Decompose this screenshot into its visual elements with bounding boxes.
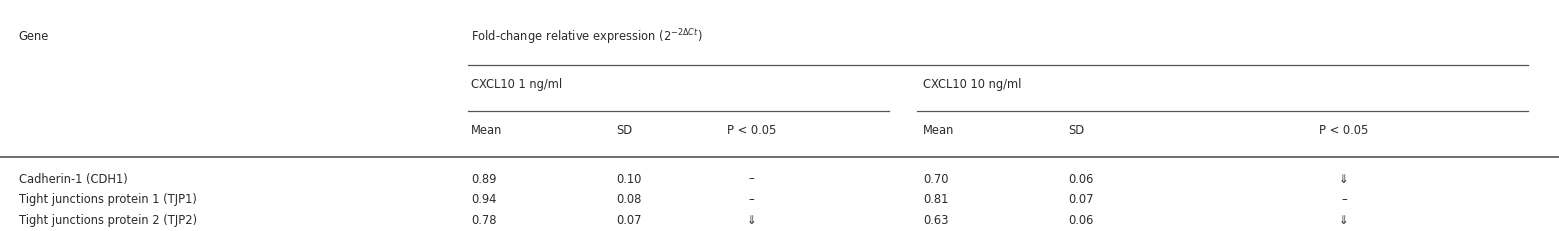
Text: –: – xyxy=(1341,193,1347,206)
Text: ⇓: ⇓ xyxy=(747,214,756,227)
Text: –: – xyxy=(748,193,755,206)
Text: 0.78: 0.78 xyxy=(471,214,496,227)
Text: 0.07: 0.07 xyxy=(1068,193,1093,206)
Text: 0.06: 0.06 xyxy=(1068,173,1093,185)
Text: Tight junctions protein 2 (TJP2): Tight junctions protein 2 (TJP2) xyxy=(19,214,196,227)
Text: 0.94: 0.94 xyxy=(471,193,496,206)
Text: Cadherin-1 (CDH1): Cadherin-1 (CDH1) xyxy=(19,173,128,185)
Text: 0.06: 0.06 xyxy=(1068,214,1093,227)
Text: 0.70: 0.70 xyxy=(923,173,948,185)
Text: Gene: Gene xyxy=(19,30,48,43)
Text: SD: SD xyxy=(616,124,631,137)
Text: CXCL10 10 ng/ml: CXCL10 10 ng/ml xyxy=(923,78,1021,91)
Text: 0.89: 0.89 xyxy=(471,173,496,185)
Text: SD: SD xyxy=(1068,124,1084,137)
Text: CXCL10 1 ng/ml: CXCL10 1 ng/ml xyxy=(471,78,561,91)
Text: Mean: Mean xyxy=(471,124,502,137)
Text: 0.08: 0.08 xyxy=(616,193,641,206)
Text: P < 0.05: P < 0.05 xyxy=(726,124,776,137)
Text: 0.07: 0.07 xyxy=(616,214,641,227)
Text: 0.81: 0.81 xyxy=(923,193,948,206)
Text: 0.63: 0.63 xyxy=(923,214,948,227)
Text: 0.10: 0.10 xyxy=(616,173,641,185)
Text: ⇓: ⇓ xyxy=(1339,173,1349,185)
Text: Fold-change relative expression $(2^{-2\Delta Ct})$: Fold-change relative expression $(2^{-2\… xyxy=(471,27,703,47)
Text: P < 0.05: P < 0.05 xyxy=(1319,124,1369,137)
Text: Tight junctions protein 1 (TJP1): Tight junctions protein 1 (TJP1) xyxy=(19,193,196,206)
Text: ⇓: ⇓ xyxy=(1339,214,1349,227)
Text: Mean: Mean xyxy=(923,124,954,137)
Text: –: – xyxy=(748,173,755,185)
